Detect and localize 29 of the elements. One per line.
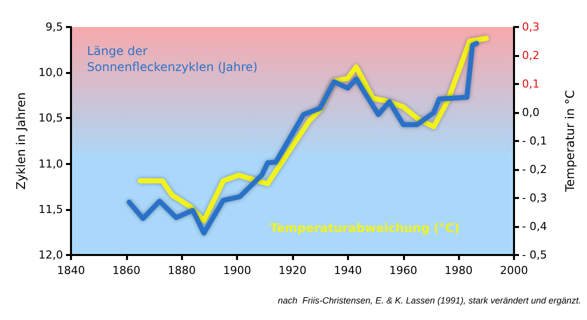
x-tick-label: 1920 — [278, 264, 306, 277]
text: Länge der Sonnenfleckenzyklen (Jahre) — [87, 44, 258, 74]
y2-axis-title: Temperatur in °C — [563, 90, 577, 193]
x-tick-label: 1900 — [223, 264, 252, 277]
x-tick-label: 1880 — [168, 264, 196, 277]
y2-tick-label: 0,2 — [522, 49, 540, 62]
y-tick-label: 10,0 — [38, 66, 63, 80]
y2-tick-label: - 0,3 — [522, 192, 547, 204]
text: nach Friis-Christensen, E. & K. Lassen (1991), stark verändert und ergänzt. — [278, 296, 582, 306]
x-tick-label: 1940 — [334, 264, 362, 277]
x-tick-label: 1840 — [57, 264, 85, 277]
y2-tick-label: 0,1 — [522, 78, 540, 90]
x-tick-label: 1860 — [112, 264, 140, 277]
y-tick-label: 11,0 — [38, 157, 63, 170]
x-tick-label: 1960 — [389, 264, 418, 277]
y-axis-title: Zyklen in Jahren — [14, 92, 28, 190]
text: Temperaturabweichung (°C) — [270, 221, 460, 235]
y-tick-label: 10,5 — [38, 112, 63, 125]
y-tick-label: 11,5 — [38, 202, 63, 216]
y-tick-label: 12,0 — [38, 248, 63, 262]
y2-tick-label: 0,0 — [522, 106, 540, 119]
x-tick-label: 1980 — [444, 264, 473, 277]
y2-tick-label: 0,3 — [522, 20, 540, 34]
y2-tick-label: - 0,5 — [522, 248, 547, 262]
y2-tick-label: - 0,2 — [522, 163, 547, 176]
x-tick-label: 2000 — [500, 264, 528, 277]
y-tick-label: 9,5 — [46, 20, 63, 34]
y2-tick-label: - 0,1 — [522, 134, 547, 148]
y2-tick-label: - 0,4 — [522, 220, 547, 233]
